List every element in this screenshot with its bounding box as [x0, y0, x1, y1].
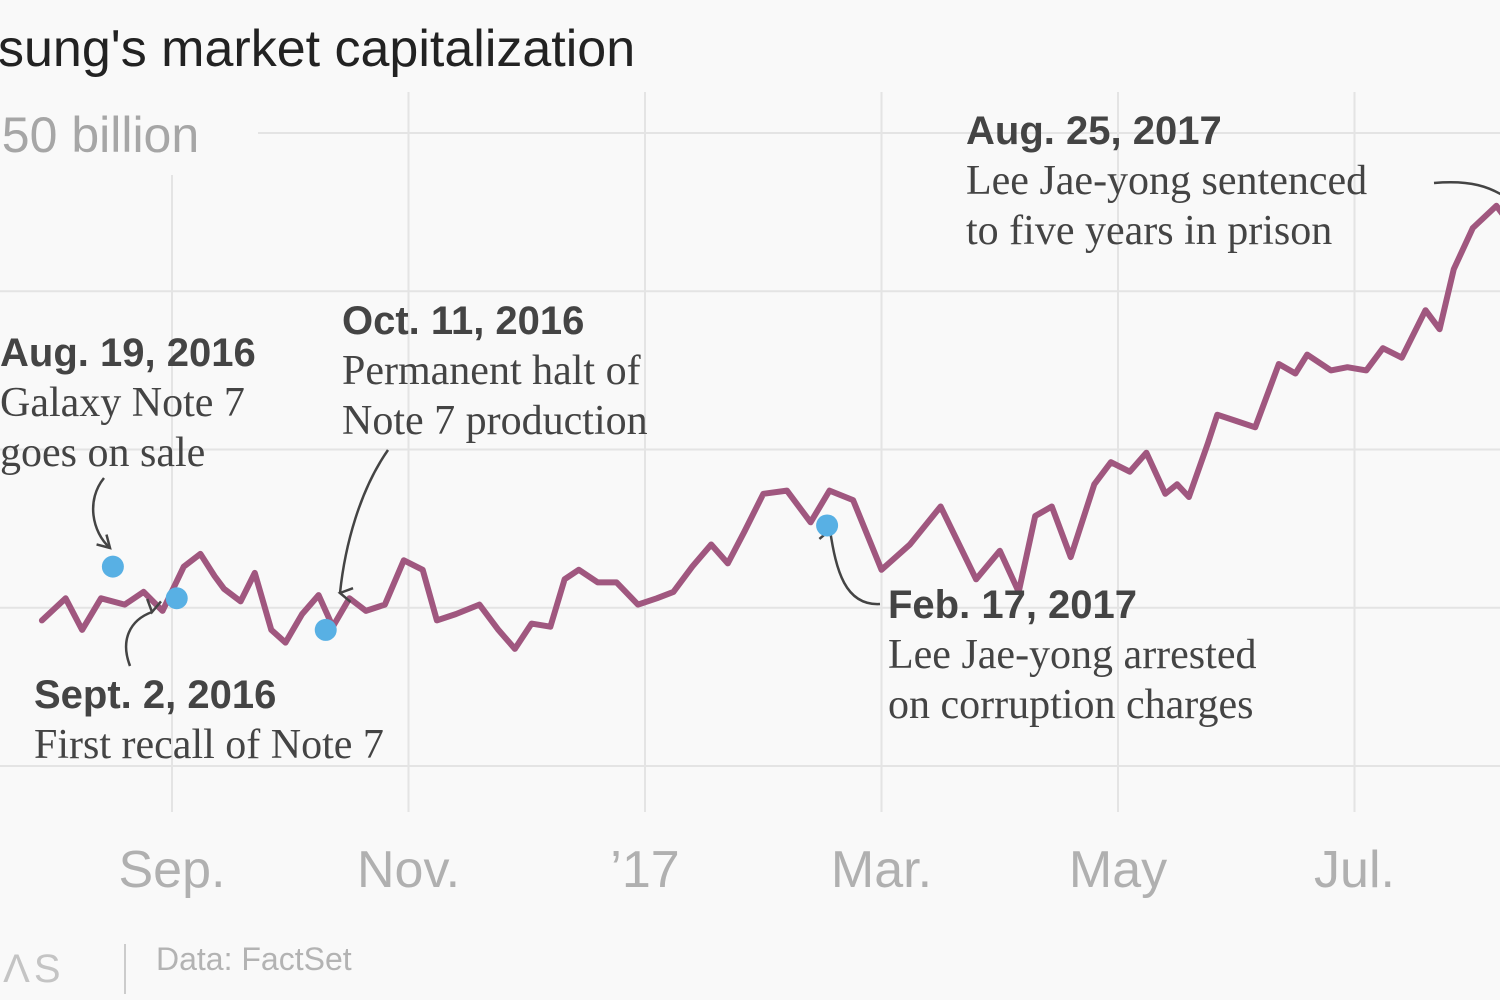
- series-line-market-cap: [38, 202, 1500, 652]
- annotation-date: Feb. 17, 2017: [888, 583, 1137, 627]
- x-tick-label: Nov.: [357, 841, 460, 899]
- vertical-gridlines: [171, 92, 1356, 812]
- arrow-head: [337, 587, 354, 603]
- annotation-arrow: [828, 529, 881, 606]
- annotation-text: Permanent halt of: [342, 348, 641, 394]
- arrow-head: [146, 598, 162, 615]
- x-tick-label: ’17: [610, 841, 679, 899]
- annotation-text: goes on sale: [0, 430, 205, 476]
- annotation-1: Sept. 2, 2016 First recall of Note 7: [34, 598, 384, 768]
- arrow-head: [96, 534, 112, 550]
- annotation-date: Aug. 25, 2017: [966, 109, 1222, 153]
- annotation-arrow: [91, 477, 111, 549]
- annotation-date: Sept. 2, 2016: [34, 673, 276, 717]
- event-markers: [101, 514, 839, 641]
- annotation-text: First recall of Note 7: [34, 722, 384, 768]
- x-axis-ticks: Sep. Nov. ’17 Mar. May Jul.: [119, 841, 1395, 899]
- gridlines: [0, 132, 1500, 767]
- x-tick-label: May: [1069, 841, 1167, 899]
- qz-logo: ΙΛS: [0, 947, 65, 991]
- data-source: Data: FactSet: [156, 941, 352, 977]
- event-marker-3: [816, 514, 839, 537]
- annotation-text: on corruption charges: [888, 682, 1253, 728]
- x-tick-label: Mar.: [831, 841, 932, 899]
- annotation-date: Oct. 11, 2016: [342, 299, 584, 343]
- event-marker-0: [101, 555, 124, 578]
- annotation-arrow: [124, 610, 153, 667]
- annotation-text: Lee Jae-yong sentenced: [966, 158, 1367, 204]
- annotation-date: Aug. 19, 2016: [0, 331, 256, 375]
- x-tick-label: Sep.: [119, 841, 226, 899]
- x-tick-label: Jul.: [1314, 841, 1395, 899]
- annotation-text: to five years in prison: [966, 208, 1332, 254]
- chart-title: sung's market capitalization: [0, 20, 635, 78]
- event-marker-2: [314, 618, 337, 641]
- y-axis-top-label: 350 billion: [0, 107, 199, 163]
- annotation-text: Note 7 production: [342, 398, 648, 444]
- annotation-arrow: [1433, 181, 1500, 196]
- event-marker-1: [165, 587, 188, 610]
- annotation-arrow: [338, 449, 390, 594]
- annotation-text: Galaxy Note 7: [0, 380, 245, 426]
- annotation-text: Lee Jae-yong arrested: [888, 632, 1256, 678]
